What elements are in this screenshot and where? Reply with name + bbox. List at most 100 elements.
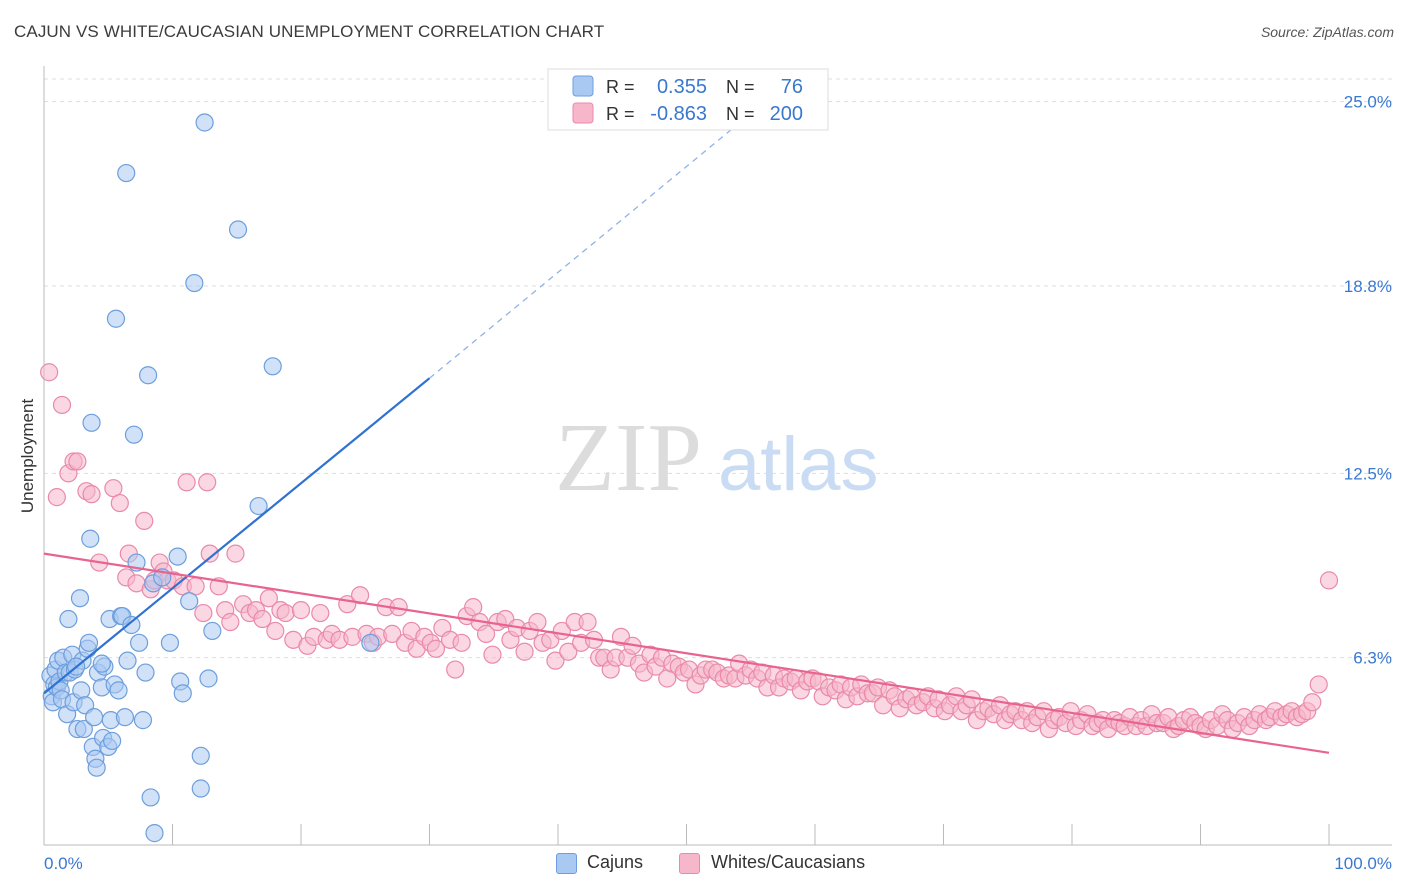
data-point [173, 684, 192, 703]
data-point [138, 366, 158, 385]
legend-swatch-cajuns [572, 75, 594, 97]
data-point [124, 425, 144, 444]
data-point [109, 681, 128, 700]
data-point [40, 363, 59, 382]
data-point [194, 603, 213, 623]
data-point [59, 609, 78, 629]
data-point [141, 788, 160, 807]
data-point [81, 529, 100, 548]
y-axis-label: Unemployment [18, 399, 37, 514]
source-label: Source: ZipAtlas.com [1260, 24, 1394, 40]
data-point [118, 651, 137, 670]
data-point [228, 220, 248, 239]
trend-line-whites [43, 552, 1330, 754]
watermark-atlas: atlas [718, 422, 879, 507]
data-point [1303, 693, 1322, 712]
data-point [426, 639, 446, 658]
data-point [263, 357, 282, 376]
data-point [135, 511, 154, 531]
legend-r-label: R = [606, 104, 635, 124]
tick-labels: 6.3% 12.5% 18.8% 25.0% 0.0% 100.0% [44, 93, 1392, 873]
data-point [110, 493, 129, 513]
legend-n-value: 200 [770, 103, 803, 125]
data-point [191, 779, 210, 798]
data-point [515, 642, 534, 661]
y-tick-label: 25.0% [1344, 93, 1392, 112]
x-tick-label: 0.0% [44, 854, 83, 873]
legend-r-value: -0.863 [650, 103, 707, 125]
watermark: ZIP atlas [555, 404, 879, 512]
data-point [200, 544, 219, 563]
legend-n-value: 76 [781, 76, 803, 98]
data-point [74, 719, 93, 739]
x-tick-label: 100.0% [1334, 854, 1392, 873]
data-point [195, 113, 214, 132]
data-point [136, 663, 155, 682]
trend-line-cajuns [43, 377, 431, 695]
data-point [82, 485, 101, 504]
legend-r-label: R = [606, 77, 635, 97]
legend-n-label: N = [726, 77, 755, 97]
data-point [52, 395, 72, 415]
data-point [199, 669, 218, 688]
data-point [160, 633, 180, 652]
data-point [276, 603, 295, 623]
data-point [221, 612, 240, 632]
y-tick-label: 6.3% [1353, 649, 1392, 668]
data-point [266, 621, 285, 641]
data-point [122, 615, 141, 635]
data-point [383, 624, 402, 643]
data-point [85, 708, 104, 727]
data-point [47, 488, 66, 507]
data-point [198, 473, 217, 492]
data-point [115, 708, 135, 727]
data-point [578, 612, 597, 632]
data-point [253, 609, 272, 629]
legend-swatch-cajuns [556, 853, 577, 874]
data-point [103, 731, 122, 751]
data-point [68, 452, 87, 471]
legend-label-whites: Whites/Caucasians [711, 852, 866, 872]
data-point [191, 746, 210, 765]
data-point [291, 601, 311, 620]
data-point [180, 592, 199, 611]
y-tick-label: 12.5% [1344, 464, 1392, 483]
data-point [483, 645, 502, 664]
data-point [185, 273, 204, 293]
legend-swatch-whites [572, 102, 594, 124]
data-point [72, 681, 91, 700]
data-point [106, 309, 126, 328]
data-point [452, 633, 471, 652]
data-point [133, 711, 153, 730]
data-point [87, 758, 106, 777]
watermark-zip: ZIP [555, 404, 702, 512]
data-point [559, 642, 578, 661]
data-point [361, 633, 380, 652]
data-point [546, 651, 565, 670]
data-point [1309, 675, 1328, 694]
data-point [311, 603, 330, 623]
trend-line-cajuns-extension [429, 113, 752, 379]
data-point [92, 654, 111, 673]
data-point [249, 496, 268, 516]
data-point [145, 824, 164, 843]
grid [44, 78, 1392, 659]
legend-box: R = 0.355 N = 76 R = -0.863 N = 200 [547, 68, 829, 131]
data-point [117, 163, 136, 183]
legend-label-cajuns: Cajuns [587, 852, 644, 872]
legend-n-label: N = [726, 104, 755, 124]
data-point [226, 544, 245, 563]
data-point [70, 589, 90, 608]
data-point [168, 547, 187, 566]
data-point [446, 660, 465, 679]
data-point [79, 633, 99, 652]
y-tick-label: 18.8% [1344, 277, 1392, 296]
data-point [528, 612, 547, 632]
axes [43, 66, 1392, 846]
legend-r-value: 0.355 [657, 76, 707, 98]
trend-lines [43, 113, 1330, 754]
series-whites [40, 363, 1339, 739]
data-point [177, 473, 196, 492]
legend-swatch-whites [679, 853, 700, 874]
data-point [351, 586, 370, 605]
